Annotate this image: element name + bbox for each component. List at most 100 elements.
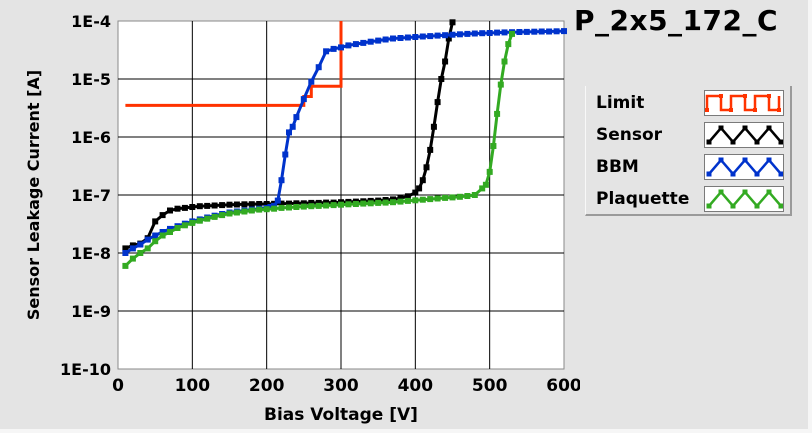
data-point-plaquette (167, 229, 173, 235)
data-point-plaquette (293, 204, 300, 210)
data-point-bbm (345, 42, 352, 49)
data-point-plaquette (471, 192, 478, 198)
legend-marker-bbm (754, 171, 760, 177)
y-axis-label: Sensor Leakage Current [A] (24, 70, 43, 320)
data-point-sensor (412, 189, 419, 196)
data-point-plaquette (181, 222, 188, 229)
data-point-sensor (189, 204, 196, 210)
data-point-plaquette (248, 207, 255, 214)
legend-swatch-limit (704, 90, 784, 116)
data-point-plaquette (300, 203, 307, 210)
data-point-plaquette (256, 206, 263, 213)
data-point-sensor (430, 123, 437, 130)
data-point-plaquette (456, 193, 463, 200)
data-point-plaquette (449, 194, 456, 201)
data-point-plaquette (226, 210, 233, 217)
data-point-bbm (286, 129, 292, 136)
data-point-plaquette (219, 212, 226, 219)
data-point-plaquette (501, 58, 508, 65)
legend-marker-sensor (730, 139, 736, 145)
legend-marker-plaquette (754, 203, 760, 209)
data-point-plaquette (233, 209, 240, 216)
data-point-plaquette (122, 262, 129, 269)
data-point-bbm (434, 32, 441, 39)
data-point-bbm (471, 30, 478, 37)
data-point-sensor (248, 201, 255, 208)
data-point-plaquette (419, 196, 426, 203)
x-tick-label: 400 (398, 376, 434, 396)
y-tick-label: 1E-4 (71, 12, 111, 31)
data-point-plaquette (427, 196, 434, 203)
data-point-sensor (434, 99, 441, 106)
data-point-bbm (561, 28, 567, 35)
data-point-bbm (367, 38, 374, 45)
data-point-bbm (494, 29, 501, 36)
data-point-sensor (442, 58, 449, 65)
legend-item-sensor: Sensor (586, 120, 786, 150)
data-point-plaquette (360, 200, 367, 207)
data-point-bbm (129, 245, 136, 252)
data-point-plaquette (352, 201, 359, 207)
data-point-plaquette (315, 202, 322, 209)
data-point-plaquette (323, 202, 330, 209)
legend-marker-limit (767, 94, 771, 98)
data-point-plaquette (174, 225, 181, 231)
data-point-plaquette (189, 219, 196, 226)
data-point-plaquette (375, 199, 382, 206)
legend-marker-bbm (730, 171, 736, 177)
data-point-sensor (286, 200, 292, 207)
data-point-plaquette (505, 41, 512, 48)
legend-marker-sensor (754, 139, 760, 145)
data-point-bbm (300, 96, 307, 103)
data-point-plaquette (482, 181, 489, 188)
data-point-sensor (167, 207, 173, 214)
legend-item-plaquette: Plaquette (586, 184, 786, 214)
data-point-bbm (330, 45, 337, 52)
data-point-bbm (427, 33, 434, 40)
data-point-plaquette (479, 185, 486, 192)
data-point-bbm (404, 34, 411, 41)
series-line-limit (125, 21, 343, 107)
data-point-bbm (419, 33, 426, 40)
x-tick-label: 500 (472, 376, 508, 396)
legend-marker-limit (753, 108, 757, 112)
data-point-bbm (289, 123, 296, 130)
data-point-plaquette (152, 238, 159, 245)
data-point-plaquette (338, 201, 344, 208)
data-point-sensor (427, 146, 434, 153)
data-point-bbm (412, 34, 419, 40)
y-tick-label: 1E-7 (71, 186, 111, 205)
data-point-plaquette (367, 200, 374, 207)
data-point-sensor (404, 193, 411, 200)
data-point-bbm (442, 32, 449, 39)
data-point-plaquette (144, 245, 151, 252)
data-series (122, 19, 567, 269)
legend-marker-bbm (718, 157, 724, 163)
data-point-bbm (282, 151, 289, 158)
data-point-plaquette (159, 232, 166, 239)
data-point-sensor (226, 201, 233, 208)
data-point-sensor (211, 202, 218, 209)
legend-marker-limit (777, 108, 781, 112)
data-point-sensor (159, 212, 166, 219)
data-point-sensor (397, 195, 404, 202)
legend-marker-limit (719, 94, 723, 98)
y-tick-label: 1E-10 (60, 360, 111, 379)
data-point-plaquette (412, 197, 419, 204)
legend-marker-sensor (742, 125, 748, 131)
data-point-plaquette (490, 143, 497, 149)
data-point-sensor (416, 185, 423, 192)
data-point-plaquette (278, 204, 285, 211)
legend-marker-bbm (778, 171, 783, 177)
data-point-plaquette (434, 195, 441, 202)
data-point-plaquette (442, 194, 449, 201)
legend-label: Limit (596, 93, 645, 113)
legend-line-limit (705, 94, 781, 112)
data-point-sensor (263, 201, 270, 207)
data-point-bbm (397, 35, 404, 41)
data-point-bbm (501, 29, 508, 36)
legend: Limit Sensor BBM Plaquette (585, 86, 792, 216)
data-point-bbm (315, 64, 322, 71)
data-point-bbm (546, 28, 553, 35)
x-tick-label: 200 (249, 376, 285, 396)
